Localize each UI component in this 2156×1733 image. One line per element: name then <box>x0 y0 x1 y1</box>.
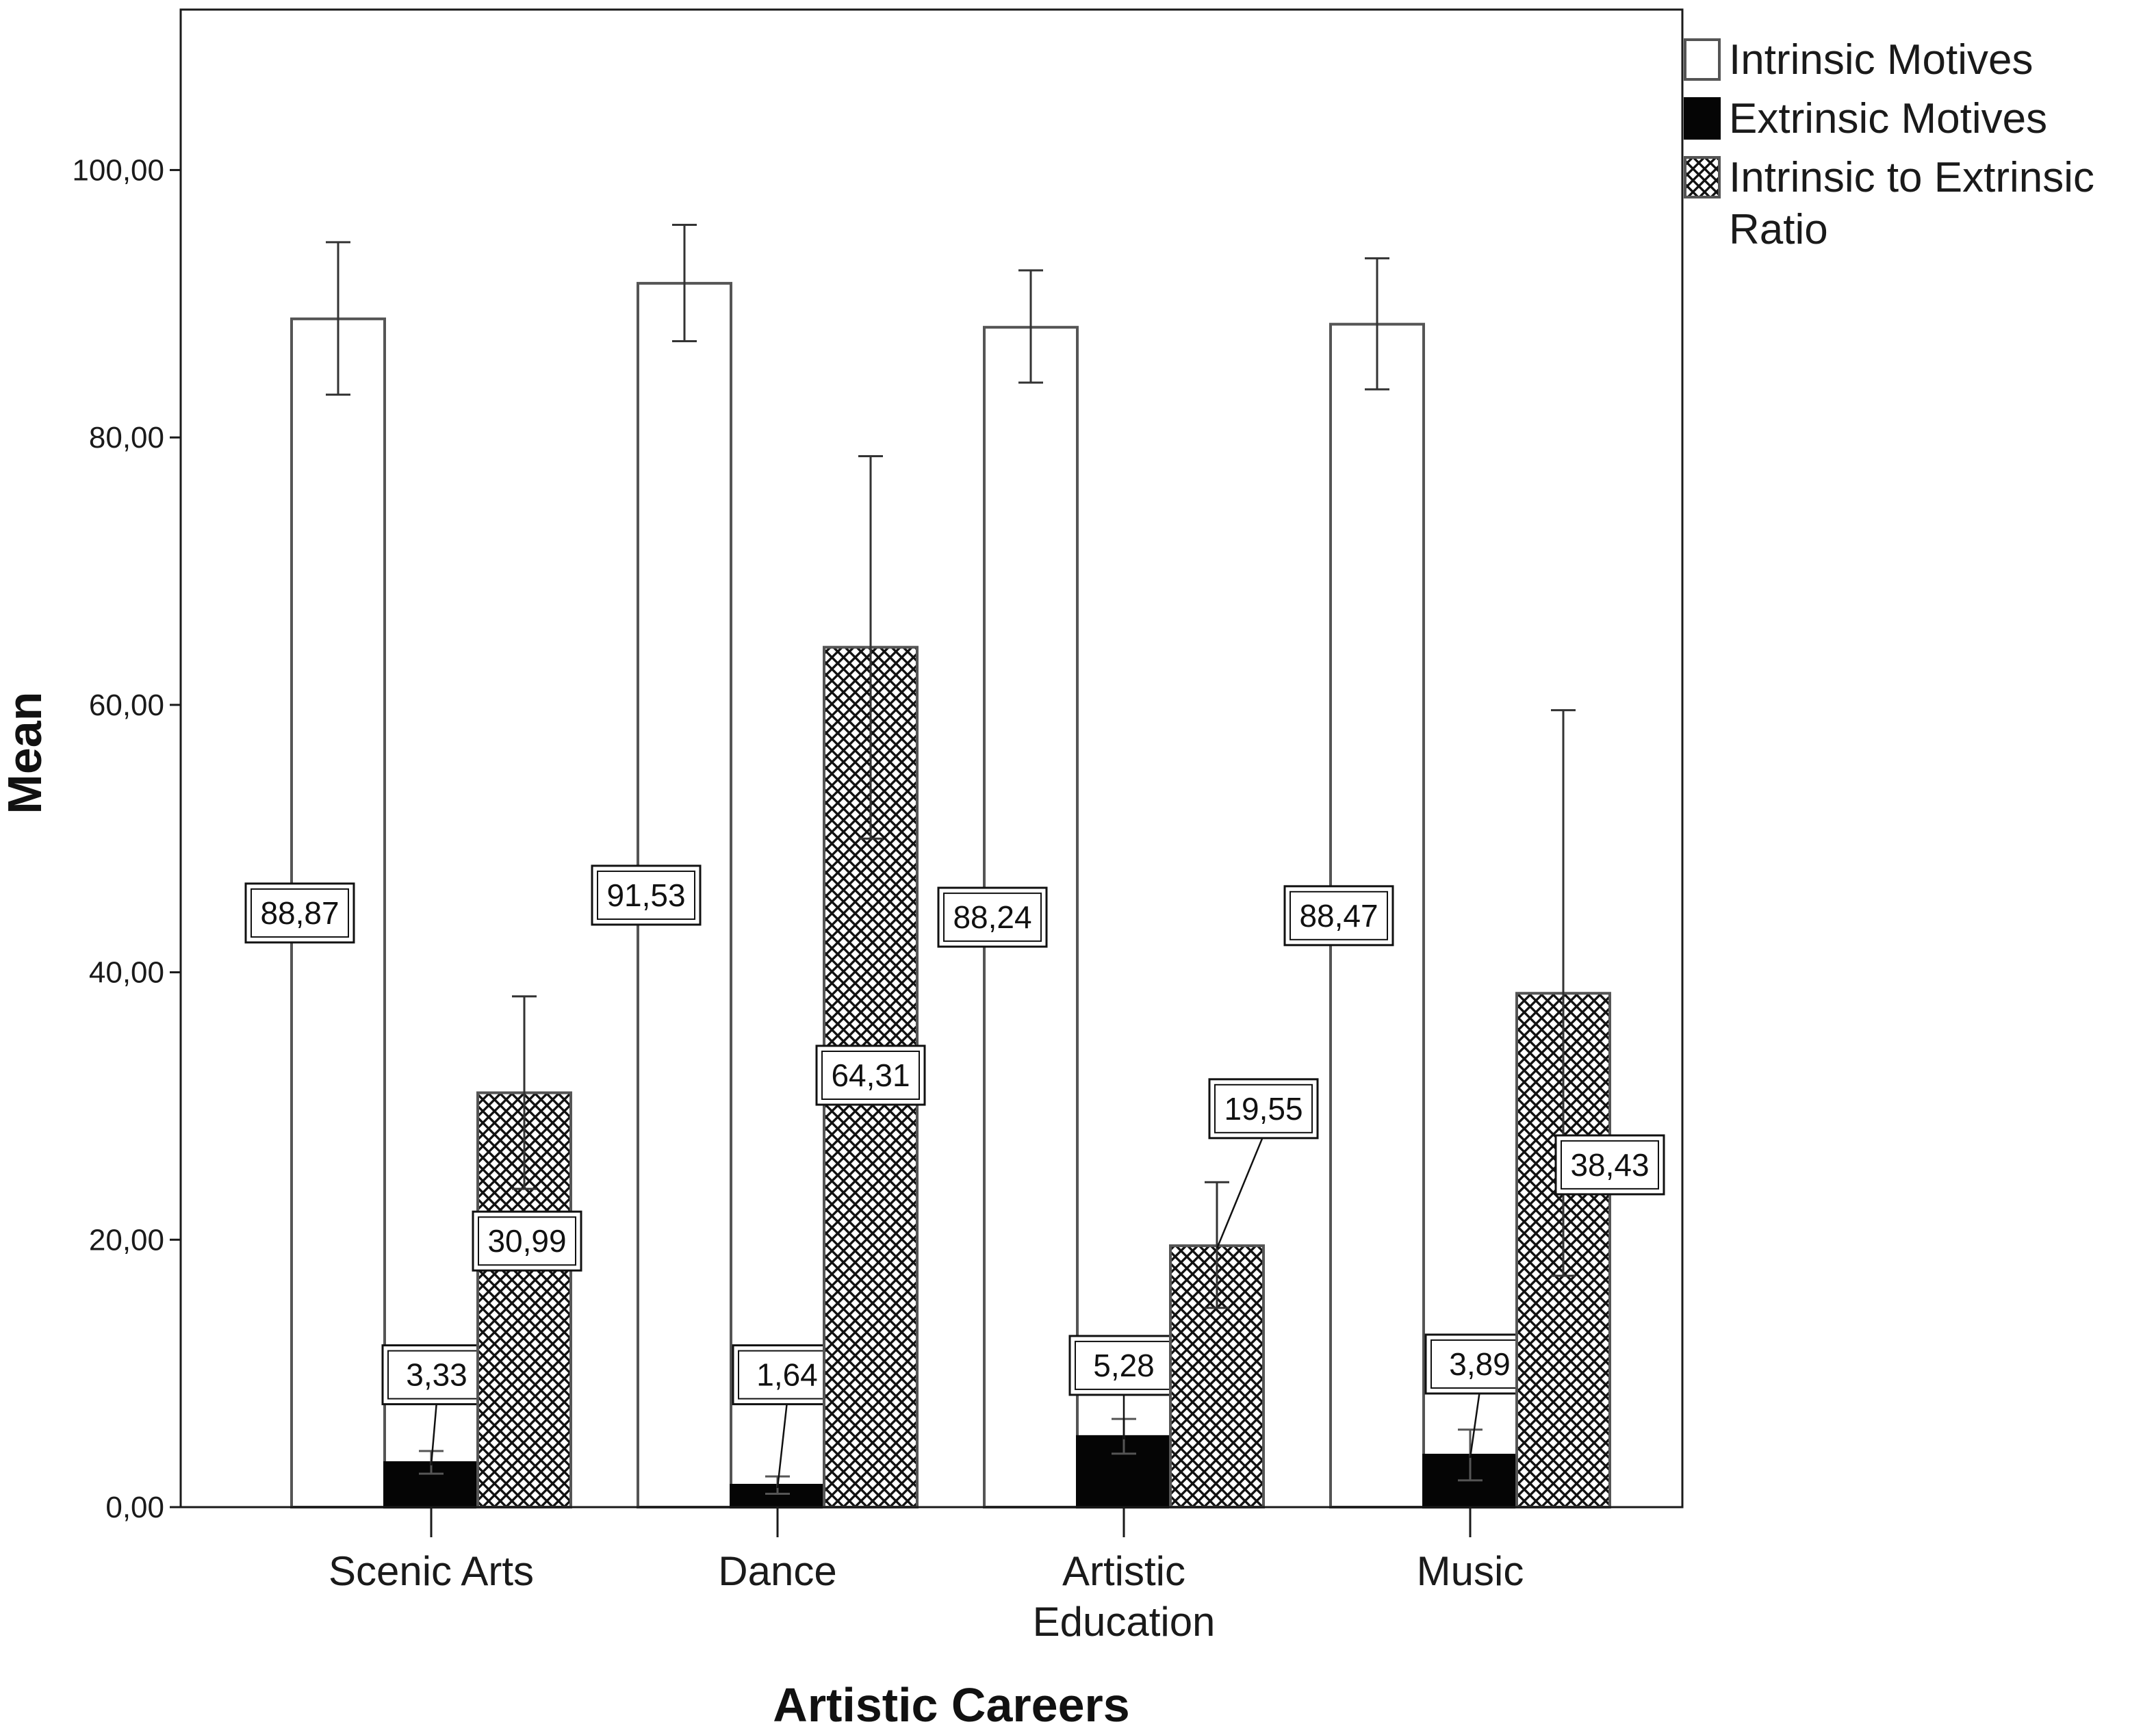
data-label-box-inner <box>1214 1083 1313 1133</box>
legend-label-extrinsic-motives: Extrinsic Motives <box>1729 95 2047 142</box>
legend-label-intrinsic-to-extrinsic-ratio: Ratio <box>1729 206 1828 253</box>
y-axis-title: Mean <box>0 692 51 814</box>
data-label-leader <box>430 1401 438 1466</box>
data-label-intrinsic-motives: 88,24 <box>953 899 1031 935</box>
y-tick-label: 0,00 <box>105 1491 164 1524</box>
y-tick-label: 100,00 <box>72 153 164 187</box>
data-label-extrinsic-motives: 1,64 <box>756 1357 818 1393</box>
data-label-extrinsic-motives: 3,89 <box>1449 1346 1511 1382</box>
x-tick-label-music: Music <box>1417 1548 1524 1594</box>
legend-label-intrinsic-to-extrinsic-ratio: Intrinsic to Extrinsic <box>1729 154 2094 201</box>
data-label-box <box>1554 1134 1665 1196</box>
x-tick-label-dance: Dance <box>718 1548 836 1594</box>
data-label-box-inner <box>943 893 1042 942</box>
x-tick-label-artistic-education: Education <box>1033 1599 1216 1645</box>
data-label-box-inner <box>821 1050 920 1100</box>
x-axis-title: Artistic Careers <box>773 1678 1129 1732</box>
y-tick-label: 40,00 <box>89 956 164 990</box>
legend-swatch-extrinsic-motives <box>1684 97 1721 140</box>
y-tick-label: 80,00 <box>89 421 164 454</box>
plot-frame <box>179 8 1684 1509</box>
data-label-intrinsic-motives: 88,47 <box>1299 898 1378 934</box>
data-label-box-inner <box>1561 1140 1659 1190</box>
legend-swatch-intrinsic-to-extrinsic-ratio <box>1684 156 1721 198</box>
data-label-box <box>1208 1078 1319 1140</box>
y-tick-label: 20,00 <box>89 1223 164 1257</box>
data-label-intrinsic-to-extrinsic-ratio: 38,43 <box>1570 1147 1649 1183</box>
data-label-box-inner <box>251 888 349 938</box>
data-label-box <box>591 864 702 926</box>
data-label-intrinsic-to-extrinsic-ratio: 30,99 <box>487 1223 566 1259</box>
data-label-box <box>1283 885 1394 947</box>
data-label-intrinsic-motives: 91,53 <box>606 877 685 913</box>
legend-swatch-intrinsic-motives <box>1684 38 1721 81</box>
data-label-box-inner <box>478 1216 576 1266</box>
data-label-box <box>381 1344 492 1406</box>
data-label-box <box>472 1210 582 1272</box>
data-label-box-inner <box>597 870 695 920</box>
data-label-extrinsic-motives: 3,33 <box>406 1357 467 1393</box>
data-label-intrinsic-to-extrinsic-ratio: 64,31 <box>831 1057 910 1093</box>
data-label-leader <box>1469 1390 1481 1459</box>
y-tick-label: 60,00 <box>89 689 164 722</box>
data-label-leader <box>776 1401 788 1489</box>
x-tick-label-scenic-arts: Scenic Arts <box>329 1548 534 1594</box>
data-label-extrinsic-motives: 5,28 <box>1093 1348 1155 1383</box>
data-label-intrinsic-to-extrinsic-ratio: 19,55 <box>1224 1091 1302 1127</box>
data-label-box <box>1068 1335 1179 1396</box>
data-label-box <box>937 886 1048 948</box>
x-tick-label-artistic-education: Artistic <box>1062 1548 1185 1594</box>
data-label-intrinsic-motives: 88,87 <box>260 895 339 931</box>
data-label-leader <box>1216 1135 1265 1249</box>
data-label-box <box>815 1044 926 1106</box>
data-label-box-inner <box>1289 890 1388 940</box>
data-label-box <box>244 882 355 944</box>
legend-label-intrinsic-motives: Intrinsic Motives <box>1729 36 2033 84</box>
